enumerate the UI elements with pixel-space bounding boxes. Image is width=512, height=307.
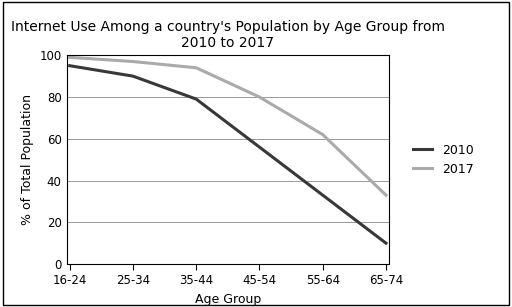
2010 xyxy=(67,64,73,68)
2017 xyxy=(319,133,326,136)
2010 xyxy=(193,97,199,101)
Line: 2010: 2010 xyxy=(70,66,386,243)
Legend: 2010, 2017: 2010, 2017 xyxy=(408,138,479,181)
Line: 2017: 2017 xyxy=(70,57,386,195)
2017 xyxy=(130,60,136,63)
2010 xyxy=(383,241,389,245)
Y-axis label: % of Total Population: % of Total Population xyxy=(21,94,34,225)
Title: Internet Use Among a country's Population by Age Group from
2010 to 2017: Internet Use Among a country's Populatio… xyxy=(11,20,445,50)
2017 xyxy=(257,95,263,99)
2010 xyxy=(319,193,326,197)
X-axis label: Age Group: Age Group xyxy=(195,293,261,306)
2010 xyxy=(130,74,136,78)
2017 xyxy=(67,56,73,59)
2017 xyxy=(383,193,389,197)
2010 xyxy=(257,145,263,149)
2017 xyxy=(193,66,199,70)
